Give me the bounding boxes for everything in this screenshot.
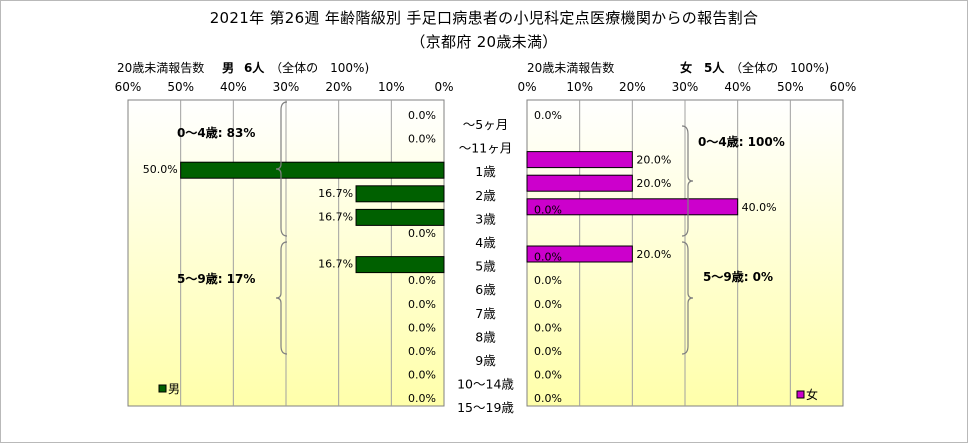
male-legend-swatch	[158, 384, 167, 393]
female-data-label: 0.0%	[534, 274, 562, 287]
category-label: 5歳	[475, 259, 496, 274]
female-data-label: 20.0%	[636, 154, 671, 167]
male-data-label: 0.0%	[408, 298, 436, 311]
male-header: 20歳未満報告数 男 6人 （全体の 100%)	[117, 59, 369, 76]
female-header-label: 20歳未満報告数	[527, 61, 615, 75]
male-data-label: 0.0%	[408, 109, 436, 122]
category-label: ～5ヶ月	[463, 117, 508, 132]
category-label: 4歳	[475, 235, 496, 250]
male-data-label: 0.0%	[408, 227, 436, 240]
female-group-bracket	[681, 241, 694, 355]
female-tick-label: 10%	[566, 80, 593, 94]
category-label: 6歳	[475, 282, 496, 297]
male-data-label: 0.0%	[408, 345, 436, 358]
male-legend-label: 男	[168, 382, 180, 396]
female-group-label-0-4: 0～4歳: 100%	[698, 134, 785, 149]
male-data-label: 0.0%	[408, 133, 436, 146]
male-header-total: （全体の 100%)	[270, 61, 370, 75]
male-tick-label: 0%	[434, 80, 453, 94]
female-data-label: 0.0%	[534, 369, 562, 382]
male-tick-label: 20%	[325, 80, 352, 94]
female-group-bracket	[681, 125, 694, 237]
female-bar	[526, 198, 739, 216]
male-tick-label: 10%	[378, 80, 405, 94]
male-bar	[355, 256, 445, 274]
female-data-label: 0.0%	[534, 251, 562, 264]
female-data-label: 20.0%	[636, 177, 671, 190]
female-legend-swatch	[796, 390, 805, 399]
male-tick-label: 50%	[167, 80, 194, 94]
male-data-label: 0.0%	[408, 392, 436, 405]
female-data-label: 40.0%	[742, 201, 777, 214]
female-tick-label: 60%	[830, 80, 857, 94]
male-group-label-0-4: 0～4歳: 83%	[177, 125, 255, 140]
male-header-sex: 男	[222, 61, 235, 75]
female-tick-label: 40%	[724, 80, 751, 94]
male-group-bracket	[275, 241, 288, 355]
female-data-label: 0.0%	[534, 392, 562, 405]
female-header: 20歳未満報告数 女 5人 （全体の 100%)	[527, 59, 829, 76]
female-header-sex: 女	[680, 61, 693, 75]
male-header-label: 20歳未満報告数	[117, 61, 205, 75]
male-bar	[355, 208, 445, 226]
category-label: 7歳	[475, 306, 496, 321]
female-data-label: 20.0%	[636, 248, 671, 261]
male-tick-label: 30%	[273, 80, 300, 94]
category-label: 10～14歳	[457, 377, 514, 392]
female-legend-label: 女	[806, 387, 818, 402]
male-data-label: 0.0%	[408, 321, 436, 334]
female-tick-label: 20%	[619, 80, 646, 94]
chart-title: 2021年 第26週 年齢階級別 手足口病患者の小児科定点医療機関からの報告割合	[209, 9, 759, 27]
category-label: 3歳	[475, 211, 496, 226]
female-data-label: 0.0%	[534, 345, 562, 358]
male-tick-label: 60%	[115, 80, 142, 94]
male-group-bracket	[275, 101, 288, 237]
male-bar	[180, 161, 445, 179]
female-data-label: 0.0%	[534, 321, 562, 334]
female-group-label-5-9: 5～9歳: 0%	[703, 269, 773, 284]
category-label: 1歳	[475, 164, 496, 179]
category-label: 9歳	[475, 353, 496, 368]
female-bar	[526, 151, 633, 169]
female-tick-label: 30%	[672, 80, 699, 94]
male-tick-label: 40%	[220, 80, 247, 94]
male-data-label: 0.0%	[408, 369, 436, 382]
female-data-label: 0.0%	[534, 203, 562, 216]
female-bar	[526, 245, 633, 263]
male-bar	[355, 185, 445, 203]
male-header-count: 6人	[243, 61, 265, 75]
male-data-label: 50.0%	[143, 163, 178, 176]
male-data-label: 16.7%	[318, 258, 353, 271]
female-tick-label: 50%	[777, 80, 804, 94]
male-data-label: 16.7%	[318, 187, 353, 200]
male-data-label: 0.0%	[408, 274, 436, 287]
category-label: 8歳	[475, 329, 496, 344]
category-label: ～11ヶ月	[459, 141, 512, 156]
female-header-total: （全体の 100%)	[730, 61, 830, 75]
female-tick-label: 0%	[517, 80, 536, 94]
female-header-count: 5人	[703, 61, 725, 75]
female-data-label: 0.0%	[534, 109, 562, 122]
female-data-label: 0.0%	[534, 298, 562, 311]
male-data-label: 16.7%	[318, 210, 353, 223]
category-label: 15～19歳	[457, 400, 514, 415]
male-group-label-5-9: 5～9歳: 17%	[177, 271, 255, 286]
chart-subtitle: （京都府 20歳未満）	[410, 33, 558, 51]
female-bar	[526, 174, 633, 192]
category-label: 2歳	[475, 188, 496, 203]
